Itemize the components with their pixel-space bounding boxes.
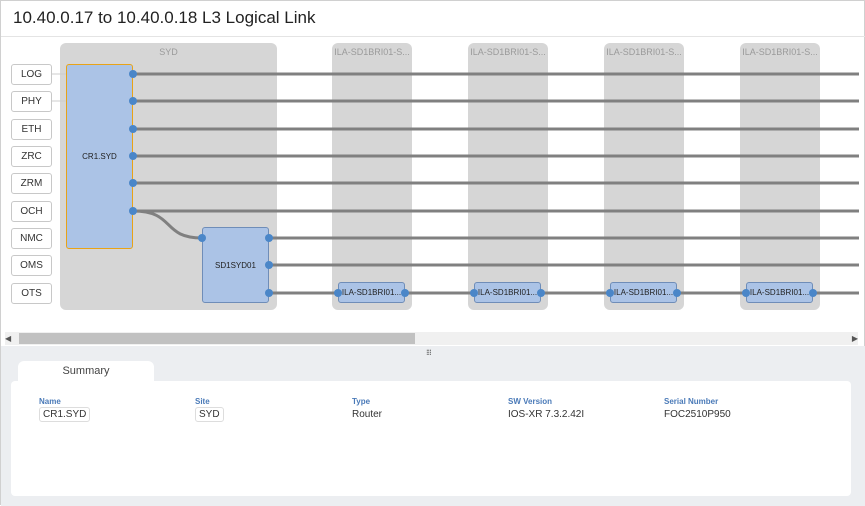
drag-handle-icon[interactable]: ⁝⁝⁝: [426, 348, 432, 357]
node-cr1-syd[interactable]: CR1.SYD: [66, 64, 133, 249]
serial-number-label: Serial Number: [664, 397, 719, 406]
type-value: Router: [352, 409, 383, 420]
layer-label-phy: PHY: [11, 91, 52, 112]
title-bar: [1, 1, 865, 37]
site-label: Site: [195, 397, 210, 406]
sw-version-value: IOS-XR 7.3.2.42I: [508, 409, 585, 420]
layer-label-ots: OTS: [11, 283, 52, 304]
summary-card: Name CR1.SYD Site SYD Type Router SW Ver…: [11, 381, 851, 496]
horizontal-scrollbar[interactable]: ◀ ▶: [5, 332, 858, 345]
type-label: Type: [352, 397, 371, 406]
ports-layer: [129, 70, 817, 297]
name-label: Name: [39, 397, 61, 406]
layer-label-och: OCH: [11, 201, 52, 222]
serial-number-value: FOC2510P950: [664, 409, 731, 420]
layer-label-log: LOG: [11, 64, 52, 85]
sw-version-label: SW Version: [508, 397, 553, 406]
layer-label-zrc: ZRC: [11, 146, 52, 167]
layer-label-oms: OMS: [11, 255, 52, 276]
scroll-right-icon[interactable]: ▶: [851, 334, 858, 343]
name-value: CR1.SYD: [39, 407, 91, 422]
link-och-cross: [132, 209, 203, 240]
tab-summary[interactable]: Summary: [18, 361, 154, 382]
layer-label-nmc: NMC: [11, 228, 52, 249]
page-title: 10.40.0.17 to 10.40.0.18 L3 Logical Link: [13, 8, 316, 27]
scrollbar-thumb[interactable]: [19, 333, 415, 344]
layer-label-eth: ETH: [11, 119, 52, 140]
layer-label-zrm: ZRM: [11, 173, 52, 194]
site-value: SYD: [195, 407, 224, 422]
scroll-left-icon[interactable]: ◀: [5, 334, 12, 343]
